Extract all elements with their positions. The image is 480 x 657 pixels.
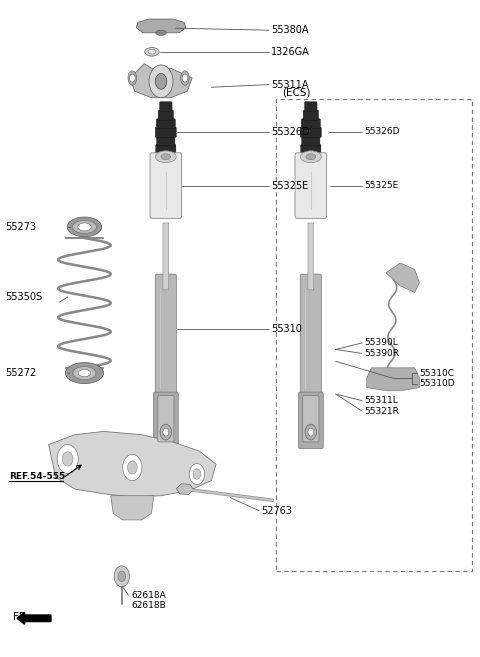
Ellipse shape — [180, 71, 189, 85]
Text: 55350S: 55350S — [5, 292, 43, 302]
Text: 55273: 55273 — [5, 222, 36, 232]
FancyBboxPatch shape — [299, 392, 323, 449]
Text: 55310C: 55310C — [420, 369, 455, 378]
Circle shape — [182, 74, 188, 82]
Circle shape — [128, 461, 137, 474]
FancyBboxPatch shape — [308, 223, 314, 290]
FancyBboxPatch shape — [300, 274, 322, 403]
FancyBboxPatch shape — [163, 223, 168, 290]
Ellipse shape — [73, 367, 96, 380]
FancyBboxPatch shape — [305, 102, 317, 112]
FancyBboxPatch shape — [302, 136, 320, 146]
FancyBboxPatch shape — [159, 102, 172, 112]
Circle shape — [305, 424, 317, 440]
Circle shape — [160, 424, 171, 440]
Ellipse shape — [300, 151, 321, 163]
Polygon shape — [386, 263, 420, 292]
Ellipse shape — [145, 47, 159, 56]
Text: FR.: FR. — [12, 612, 29, 622]
FancyArrow shape — [17, 612, 51, 624]
FancyBboxPatch shape — [156, 127, 176, 137]
Ellipse shape — [72, 220, 96, 233]
FancyBboxPatch shape — [157, 396, 174, 442]
Ellipse shape — [65, 363, 104, 384]
FancyBboxPatch shape — [150, 153, 181, 218]
FancyBboxPatch shape — [157, 153, 174, 163]
Text: 55326D: 55326D — [271, 127, 310, 137]
FancyBboxPatch shape — [300, 127, 322, 137]
Text: 55310: 55310 — [271, 323, 302, 334]
FancyBboxPatch shape — [303, 396, 319, 442]
Text: 55325E: 55325E — [271, 181, 308, 191]
Text: 55311L: 55311L — [364, 396, 398, 405]
Text: 55311A: 55311A — [271, 79, 309, 89]
Circle shape — [118, 571, 126, 581]
Circle shape — [123, 455, 142, 481]
FancyBboxPatch shape — [154, 392, 178, 449]
Text: 55390R: 55390R — [364, 349, 399, 358]
FancyBboxPatch shape — [156, 145, 176, 154]
Ellipse shape — [128, 71, 137, 85]
Circle shape — [130, 74, 135, 82]
FancyBboxPatch shape — [301, 145, 321, 154]
FancyBboxPatch shape — [301, 119, 321, 129]
Ellipse shape — [156, 151, 176, 163]
Circle shape — [156, 74, 167, 89]
Ellipse shape — [156, 30, 166, 35]
Circle shape — [62, 452, 73, 466]
Polygon shape — [176, 484, 193, 495]
FancyBboxPatch shape — [156, 119, 175, 129]
Polygon shape — [48, 432, 216, 497]
Text: 52763: 52763 — [262, 506, 292, 516]
Text: 55380A: 55380A — [271, 25, 309, 35]
Polygon shape — [136, 19, 186, 33]
FancyBboxPatch shape — [158, 110, 173, 120]
FancyBboxPatch shape — [303, 153, 319, 163]
Text: 62618B: 62618B — [131, 600, 166, 610]
Circle shape — [149, 65, 173, 98]
Ellipse shape — [306, 154, 316, 160]
Text: 1326GA: 1326GA — [271, 47, 310, 57]
Ellipse shape — [78, 223, 91, 231]
Polygon shape — [130, 64, 192, 98]
Text: 62618A: 62618A — [131, 591, 166, 600]
FancyBboxPatch shape — [157, 136, 175, 146]
Text: 55321R: 55321R — [364, 407, 399, 416]
Ellipse shape — [148, 49, 156, 54]
Text: 55272: 55272 — [5, 368, 37, 378]
Circle shape — [193, 469, 201, 480]
Circle shape — [163, 428, 168, 436]
Text: 55325E: 55325E — [364, 181, 399, 190]
Text: 55326D: 55326D — [364, 127, 400, 136]
Polygon shape — [111, 495, 154, 520]
Polygon shape — [367, 368, 420, 391]
Circle shape — [57, 445, 78, 474]
FancyBboxPatch shape — [156, 274, 176, 403]
Ellipse shape — [78, 369, 91, 376]
FancyBboxPatch shape — [276, 99, 472, 571]
Circle shape — [189, 464, 204, 484]
Circle shape — [114, 566, 130, 587]
Text: 55310D: 55310D — [420, 379, 455, 388]
Text: REF.54-555: REF.54-555 — [9, 472, 66, 480]
Text: 55390L: 55390L — [364, 338, 398, 348]
Ellipse shape — [67, 217, 102, 237]
FancyBboxPatch shape — [295, 153, 326, 218]
Ellipse shape — [161, 154, 171, 160]
Text: (ECS): (ECS) — [282, 88, 310, 98]
Circle shape — [308, 428, 314, 436]
FancyBboxPatch shape — [303, 110, 319, 120]
